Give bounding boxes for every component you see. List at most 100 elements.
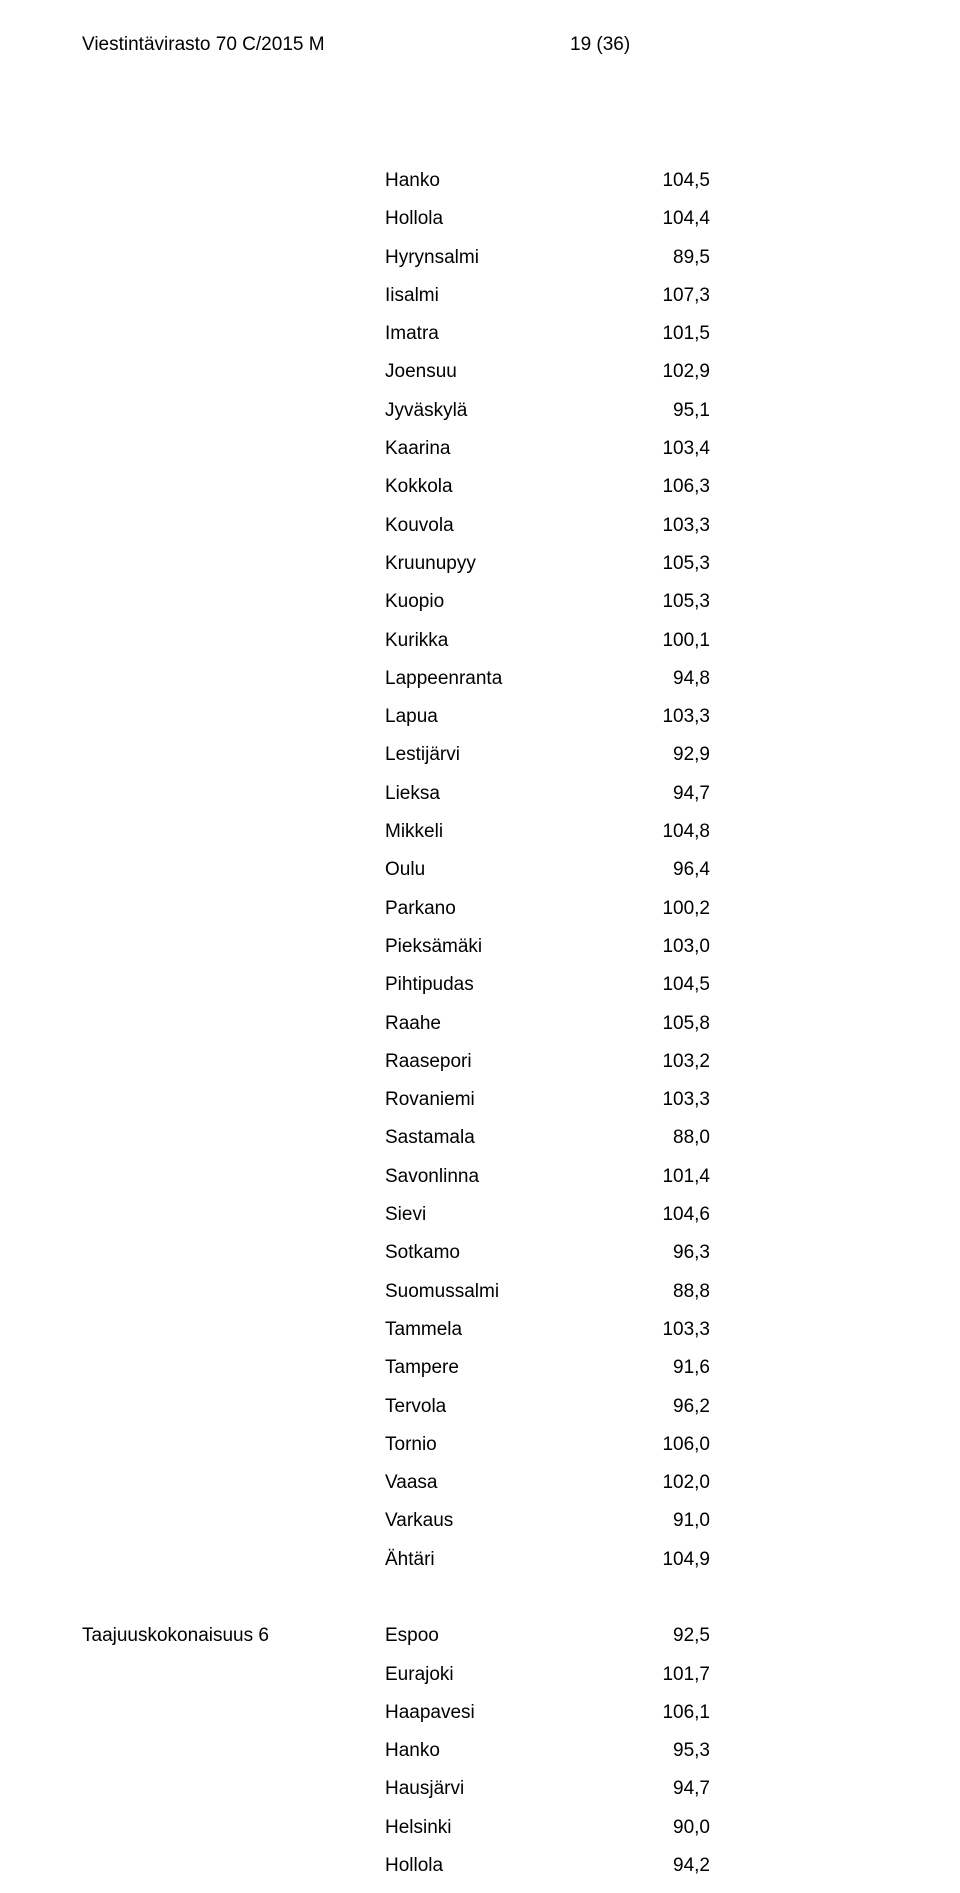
frequency-value: 94,8 [662, 668, 710, 690]
table-row: Kuopio 105,3 [0, 591, 960, 629]
city-name: Tampere [385, 1357, 459, 1379]
city-name: Raahe [385, 1013, 441, 1035]
frequency-value: 94,7 [662, 1778, 710, 1800]
frequency-value: 103,3 [650, 706, 711, 728]
frequency-value: 106,1 [650, 1702, 711, 1724]
table-row: Raasepori 103,2 [0, 1051, 960, 1089]
frequency-value: 104,6 [650, 1204, 711, 1226]
table-row: Pihtipudas 104,5 [0, 974, 960, 1012]
table-row: Hollola94,2 [0, 1855, 960, 1893]
city-name: Iisalmi [385, 285, 439, 307]
frequency-value: 88,0 [662, 1127, 710, 1149]
table-row: Tampere 91,6 [0, 1357, 960, 1395]
city-name: Kurikka [385, 630, 448, 652]
table-row: Varkaus91,0 [0, 1510, 960, 1548]
city-name: Ähtäri [385, 1549, 435, 1571]
frequency-value: 91,6 [662, 1357, 710, 1379]
table-row: Ähtäri104,9 [0, 1549, 960, 1587]
city-name: Raasepori [385, 1051, 472, 1073]
city-name: Sievi [385, 1204, 426, 1226]
frequency-value: 96,2 [662, 1396, 710, 1418]
table-row: Hollola104,4 [0, 208, 960, 246]
table-row: Joensuu 102,9 [0, 361, 960, 399]
table-row: Savonlinna101,4 [0, 1166, 960, 1204]
city-name: Jyväskylä [385, 400, 467, 422]
frequency-value: 90,0 [662, 1817, 710, 1839]
city-name: Tammela [385, 1319, 462, 1341]
city-name: Kuopio [385, 591, 444, 613]
frequency-value: 94,7 [662, 783, 710, 805]
city-name: Rovaniemi [385, 1089, 475, 1111]
table-row: Hyrynsalmi 89,5 [0, 247, 960, 285]
page: Viestintävirasto 70 C/2015 M 19 (36) Han… [0, 0, 960, 1893]
frequency-value: 100,2 [650, 898, 711, 920]
frequency-value: 106,3 [650, 476, 711, 498]
table-row: Taajuuskokonaisuus 6 Espoo 92,5 [0, 1625, 960, 1663]
frequency-value: 105,3 [650, 553, 711, 575]
table-row: Suomussalmi88,8 [0, 1281, 960, 1319]
section-label: Taajuuskokonaisuus 6 [82, 1625, 269, 1647]
frequency-value: 95,1 [662, 400, 710, 422]
table-row: Kaarina103,4 [0, 438, 960, 476]
table-row: Mikkeli 104,8 [0, 821, 960, 859]
city-name: Pihtipudas [385, 974, 474, 996]
frequency-value: 101,7 [650, 1664, 711, 1686]
table-row: Raahe105,8 [0, 1013, 960, 1051]
frequency-value: 89,5 [662, 247, 710, 269]
city-name: Suomussalmi [385, 1281, 499, 1303]
table-row: Hausjärvi 94,7 [0, 1778, 960, 1816]
block-gap [0, 1587, 960, 1625]
table-row: Tornio 106,0 [0, 1434, 960, 1472]
city-name: Kokkola [385, 476, 453, 498]
table-row: Kokkola 106,3 [0, 476, 960, 514]
frequency-value: 92,5 [662, 1625, 710, 1647]
frequency-value: 104,8 [650, 821, 711, 843]
table-row: Sastamala 88,0 [0, 1127, 960, 1165]
table-row: Lestijärvi92,9 [0, 744, 960, 782]
frequency-value: 106,0 [650, 1434, 711, 1456]
city-name: Tornio [385, 1434, 437, 1456]
city-name: Mikkeli [385, 821, 443, 843]
table-row: Kruunupyy105,3 [0, 553, 960, 591]
city-name: Joensuu [385, 361, 457, 383]
table-row: Jyväskylä 95,1 [0, 400, 960, 438]
city-name: Tervola [385, 1396, 446, 1418]
table-row: Iisalmi 107,3 [0, 285, 960, 323]
city-name: Lapua [385, 706, 438, 728]
table-row: Vaasa102,0 [0, 1472, 960, 1510]
city-name: Parkano [385, 898, 456, 920]
table-row: Rovaniemi103,3 [0, 1089, 960, 1127]
frequency-value: 107,3 [650, 285, 711, 307]
table-row: Tervola 96,2 [0, 1396, 960, 1434]
table-row: Hanko95,3 [0, 1740, 960, 1778]
city-name: Kouvola [385, 515, 454, 537]
header-page-number: 19 (36) [570, 34, 630, 56]
city-name: Pieksämäki [385, 936, 482, 958]
frequency-value: 103,2 [650, 1051, 711, 1073]
city-name: Hollola [385, 1855, 443, 1877]
frequency-value: 92,9 [662, 744, 710, 766]
frequency-value: 104,5 [650, 974, 711, 996]
city-name: Eurajoki [385, 1664, 454, 1686]
table-row: Sievi 104,6 [0, 1204, 960, 1242]
city-name: Lappeenranta [385, 668, 502, 690]
frequency-value: 102,9 [650, 361, 711, 383]
frequency-value: 101,5 [650, 323, 711, 345]
table-row: Lieksa 94,7 [0, 783, 960, 821]
city-name: Lieksa [385, 783, 440, 805]
table-row: Lapua 103,3 [0, 706, 960, 744]
table-row: Parkano 100,2 [0, 898, 960, 936]
table-row: Eurajoki 101,7 [0, 1664, 960, 1702]
frequency-value: 104,5 [650, 170, 711, 192]
city-name: Hanko [385, 170, 440, 192]
table-row: Tammela103,3 [0, 1319, 960, 1357]
page-header: Viestintävirasto 70 C/2015 M 19 (36) [0, 34, 960, 64]
frequency-value: 103,3 [650, 515, 711, 537]
city-name: Varkaus [385, 1510, 453, 1532]
city-name: Sastamala [385, 1127, 475, 1149]
city-name: Oulu [385, 859, 425, 881]
city-name: Espoo [385, 1625, 439, 1647]
city-name: Hyrynsalmi [385, 247, 479, 269]
city-name: Hausjärvi [385, 1778, 464, 1800]
frequency-value: 105,3 [650, 591, 711, 613]
